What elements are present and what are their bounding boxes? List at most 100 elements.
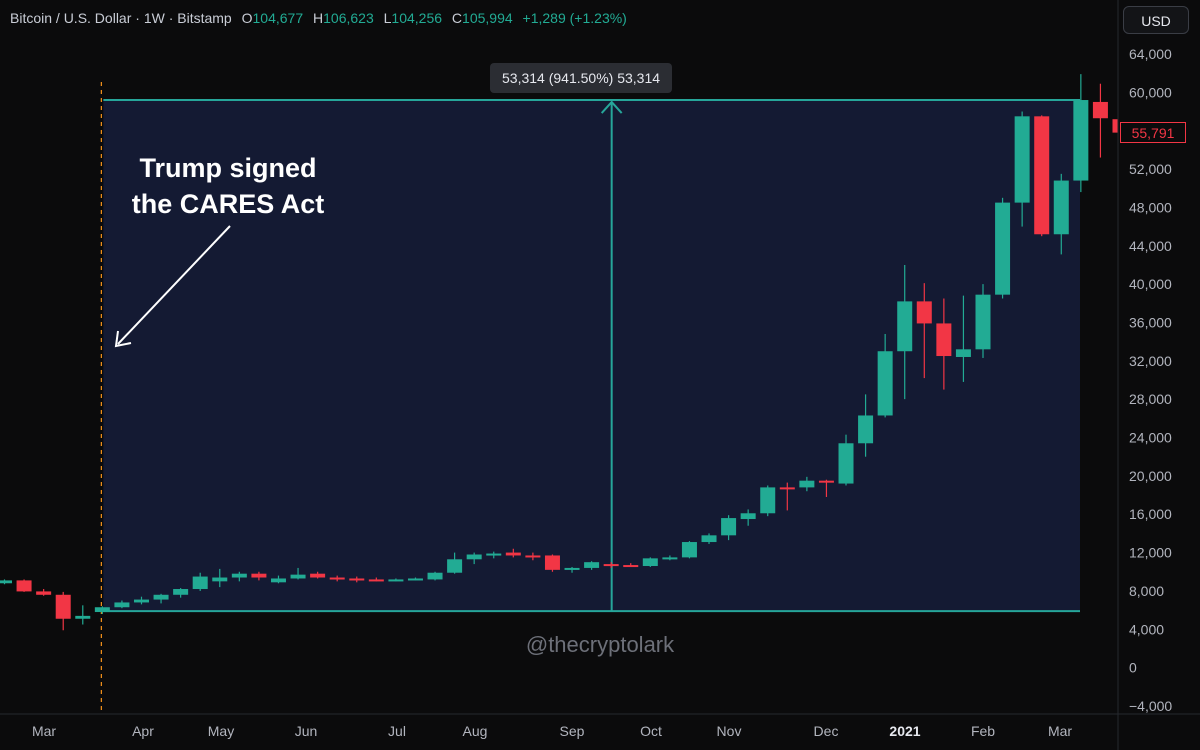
x-tick-label: Nov	[717, 723, 742, 739]
candle	[877, 333, 893, 418]
candle	[799, 476, 815, 492]
candle	[310, 571, 326, 579]
candle	[55, 591, 71, 631]
x-tick-label: Aug	[463, 723, 488, 739]
candle-body	[995, 202, 1011, 295]
y-tick-label: 12,000	[1129, 545, 1172, 561]
candle	[642, 557, 658, 567]
x-tick-label: Oct	[640, 723, 662, 739]
candle	[466, 552, 482, 565]
high-label: H	[313, 10, 324, 26]
candle	[603, 562, 619, 568]
candle	[525, 552, 541, 561]
y-tick-label: 24,000	[1129, 430, 1172, 446]
candle-body	[544, 555, 560, 570]
candle-body	[114, 602, 130, 608]
candle-body	[329, 577, 345, 580]
candle	[544, 554, 560, 572]
annotation-line-1: Trump signed	[139, 153, 317, 183]
x-tick-label: Dec	[814, 723, 839, 739]
candle-body	[623, 565, 639, 568]
candle-body	[349, 578, 365, 581]
candle-body	[16, 580, 32, 592]
candle	[192, 572, 208, 591]
annotation-arrow-shaft	[117, 225, 231, 345]
annotation-arrow-head	[114, 330, 132, 348]
candle-body	[799, 480, 815, 488]
candle-body	[94, 607, 110, 613]
candle-body	[55, 594, 71, 619]
candle	[1034, 115, 1050, 237]
candle	[916, 283, 932, 379]
candle-body	[818, 480, 834, 483]
watermark: @thecryptolark	[525, 632, 675, 657]
candle-body	[1014, 116, 1030, 203]
candle	[251, 571, 267, 581]
candle-body	[779, 487, 795, 490]
candle	[1014, 111, 1030, 227]
candle-body	[407, 578, 423, 581]
close-value: 105,994	[462, 10, 513, 26]
candle	[505, 548, 521, 558]
change-value: +1,289 (+1.23%)	[522, 10, 627, 26]
x-tick-label: Mar	[1048, 723, 1072, 739]
candle-body	[153, 594, 169, 600]
candle	[94, 606, 110, 614]
candle	[779, 482, 795, 511]
candle-body	[916, 301, 932, 324]
candle	[995, 197, 1011, 299]
candle-body	[955, 349, 971, 357]
candle	[721, 515, 737, 541]
high-value: 106,623	[323, 10, 374, 26]
candle	[75, 605, 91, 625]
y-tick-label: 48,000	[1129, 199, 1172, 215]
y-tick-label: 4,000	[1129, 621, 1164, 637]
candle	[818, 479, 834, 497]
candle-body	[897, 301, 913, 352]
candle-body	[290, 574, 306, 579]
candle	[858, 394, 874, 457]
candle	[584, 561, 600, 570]
candle	[153, 593, 169, 604]
candle-body	[212, 577, 228, 582]
candle	[740, 509, 756, 526]
candle	[388, 578, 404, 582]
candles-layer	[0, 74, 1128, 631]
x-tick-label: 2021	[889, 723, 920, 739]
annotation-line-2: the CARES Act	[131, 189, 325, 219]
candle-body	[368, 579, 384, 582]
candle-body	[838, 443, 854, 484]
y-tick-label: 28,000	[1129, 391, 1172, 407]
currency-button[interactable]: USD	[1123, 6, 1189, 34]
last-price-tag: 55,791	[1120, 122, 1186, 143]
candle-body	[310, 573, 326, 578]
candle-body	[270, 578, 286, 583]
y-tick-label: 44,000	[1129, 238, 1172, 254]
y-tick-label: 32,000	[1129, 353, 1172, 369]
y-tick-label: 60,000	[1129, 84, 1172, 100]
x-tick-label: Jul	[388, 723, 406, 739]
y-tick-label: 0	[1129, 660, 1137, 676]
candle-body	[701, 535, 717, 543]
candle	[1053, 173, 1069, 255]
candle	[681, 541, 697, 559]
candle-body	[936, 323, 952, 357]
candle	[447, 552, 463, 574]
measure-arrow-head	[600, 100, 623, 114]
candle-body	[505, 552, 521, 556]
annotation-arrow-layer	[114, 225, 231, 348]
candle-body	[681, 542, 697, 558]
candle	[486, 551, 502, 559]
candle-body	[75, 615, 91, 619]
x-tick-label: Sep	[560, 723, 585, 739]
candle-body	[525, 555, 541, 558]
measure-range-layer	[103, 99, 1081, 613]
candle	[16, 579, 32, 592]
candle	[114, 600, 130, 609]
candle	[173, 588, 189, 598]
y-tick-label: 64,000	[1129, 46, 1172, 62]
candle-body	[0, 580, 12, 584]
x-tick-label: May	[208, 723, 234, 739]
